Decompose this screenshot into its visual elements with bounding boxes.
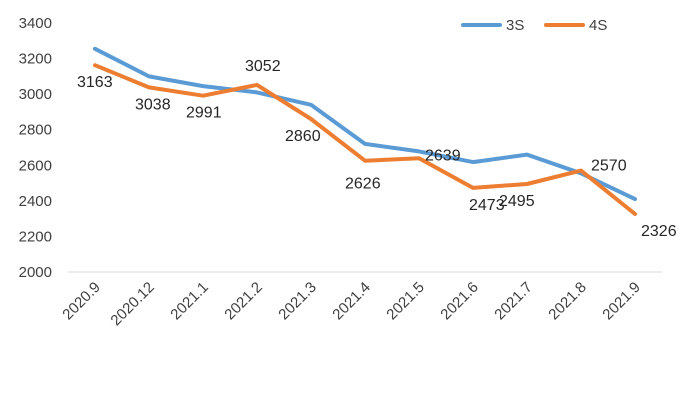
series-line-4s xyxy=(93,63,637,216)
series-line-3s xyxy=(93,46,637,202)
y-tick-label: 3400 xyxy=(19,15,52,32)
x-tick-label: 2021.8 xyxy=(545,279,589,323)
y-tick-label: 2200 xyxy=(19,228,52,245)
data-label: 3163 xyxy=(77,74,113,91)
series-lines xyxy=(93,46,637,216)
y-tick-label: 3200 xyxy=(19,51,52,68)
x-tick-label: 2021.5 xyxy=(383,279,427,323)
y-tick-label: 2800 xyxy=(19,122,52,139)
data-label: 2326 xyxy=(641,223,677,240)
data-label: 2626 xyxy=(345,176,381,193)
x-tick-label: 2021.7 xyxy=(491,279,535,323)
data-label: 2570 xyxy=(591,158,627,175)
x-tick-label: 2021.2 xyxy=(221,279,265,323)
x-tick-label: 2020.12 xyxy=(107,279,157,329)
data-label: 2860 xyxy=(285,128,321,145)
data-label: 2991 xyxy=(186,105,222,122)
data-label: 2639 xyxy=(425,147,461,164)
y-tick-label: 2400 xyxy=(19,193,52,210)
x-tick-label: 2021.6 xyxy=(437,279,481,323)
legend: 3S 4S xyxy=(461,17,607,34)
x-tick-label: 2021.4 xyxy=(329,279,373,323)
x-tick-label: 2021.1 xyxy=(167,279,211,323)
data-label: 2495 xyxy=(499,193,535,210)
legend-label-4s: 4S xyxy=(589,17,607,34)
x-tick-label: 2021.9 xyxy=(599,279,643,323)
y-tick-label: 2600 xyxy=(19,157,52,174)
data-label: 3052 xyxy=(245,58,281,75)
legend-label-3s: 3S xyxy=(506,17,524,34)
x-axis: 2020.9 2020.12 2021.1 2021.2 2021.3 2021.4 202… xyxy=(59,279,643,329)
x-tick-label: 2021.3 xyxy=(275,279,319,323)
y-tick-label: 2000 xyxy=(19,264,52,281)
data-label: 2473 xyxy=(469,197,505,214)
y-axis: 2000 2200 2400 2600 2800 3000 3200 3400 xyxy=(19,15,52,281)
x-tick-label: 2020.9 xyxy=(59,279,103,323)
data-label: 3038 xyxy=(135,96,171,113)
y-tick-label: 3000 xyxy=(19,86,52,103)
